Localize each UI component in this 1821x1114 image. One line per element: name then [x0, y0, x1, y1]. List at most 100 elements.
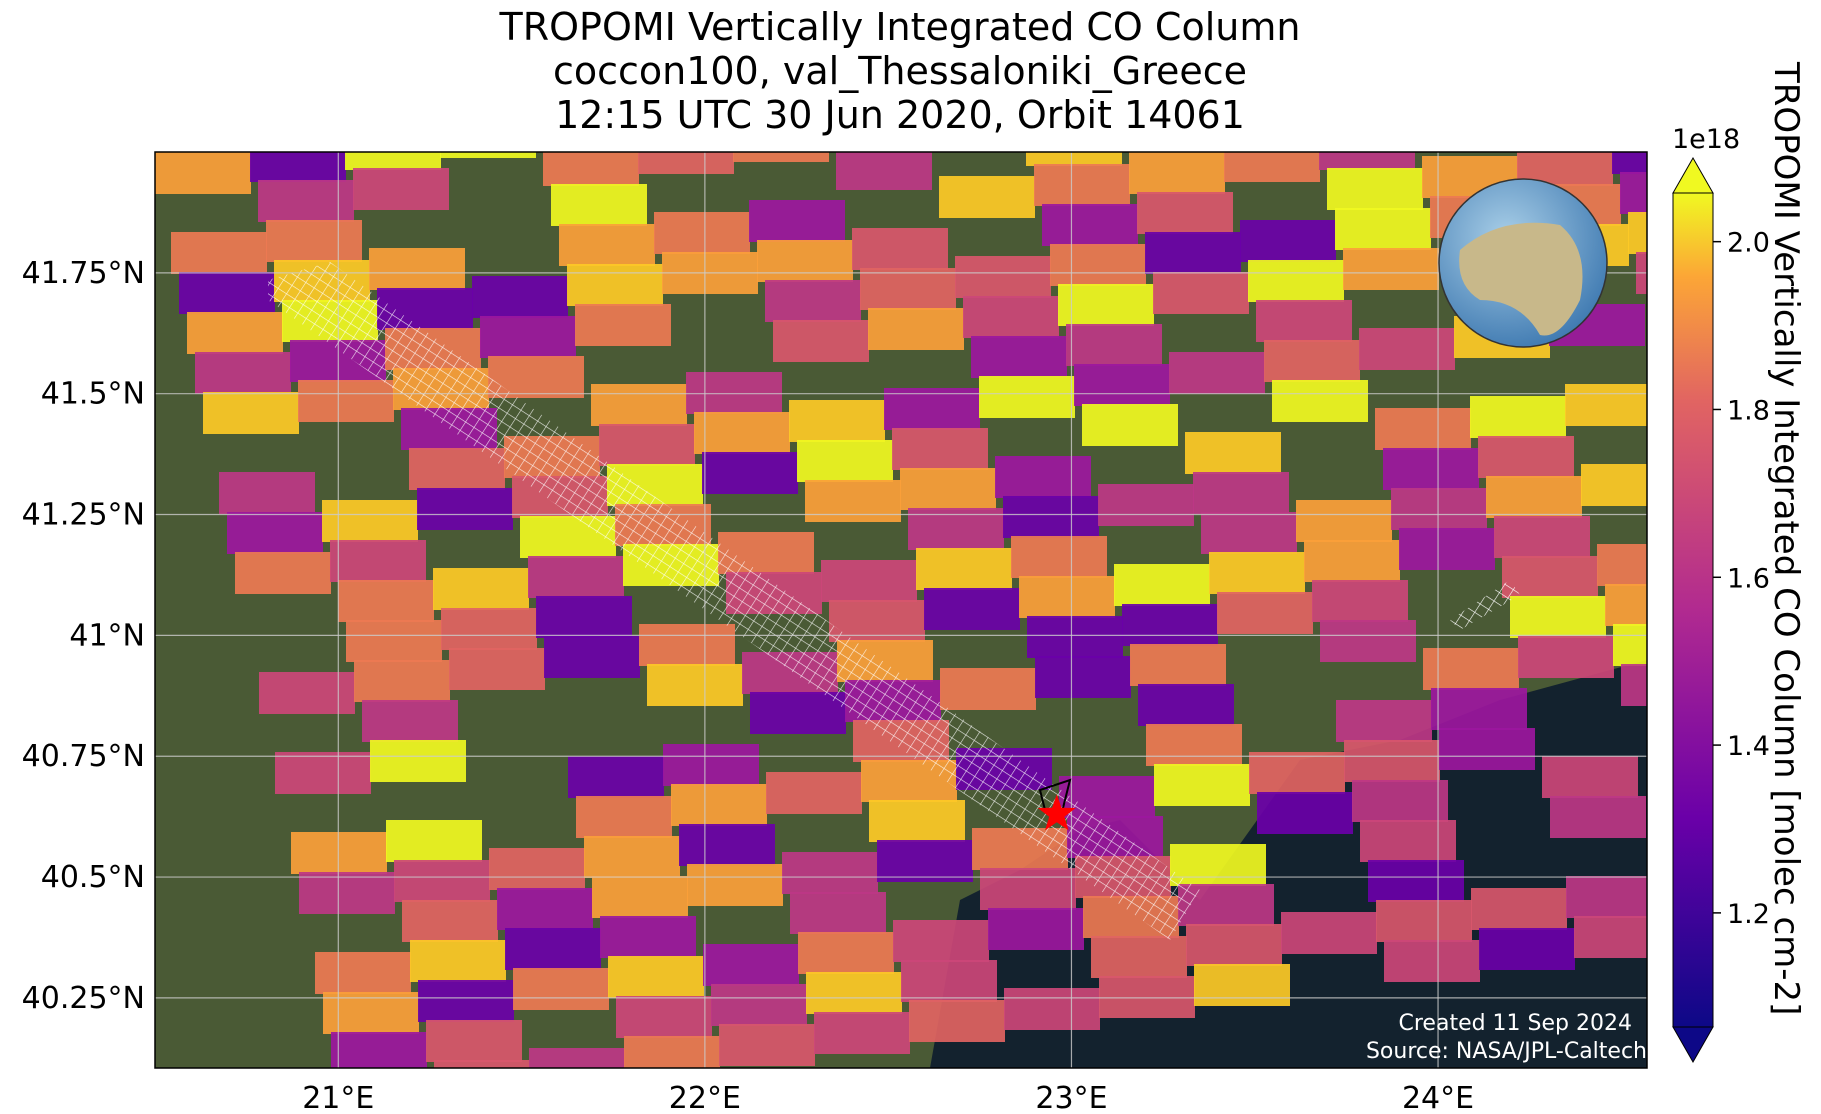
pixel	[1620, 172, 1647, 214]
pixel	[798, 932, 894, 974]
pixel	[694, 412, 790, 454]
pixel	[1335, 208, 1431, 250]
pixel	[1336, 700, 1432, 742]
colorbar-label: TROPOMI Vertically Integrated CO Column …	[1766, 61, 1806, 1015]
pixel	[1431, 688, 1527, 730]
pixel	[1319, 152, 1415, 170]
pixel	[940, 668, 1036, 710]
pixel	[187, 312, 283, 354]
pixel	[702, 452, 798, 494]
pixel	[354, 660, 450, 702]
pixel	[543, 152, 639, 186]
pixel	[711, 984, 807, 1026]
y-tick-label: 41.25°N	[22, 498, 145, 533]
pixel	[916, 548, 1012, 590]
y-tick-label: 41.5°N	[41, 377, 145, 412]
pixel	[901, 960, 997, 1002]
pixel	[1398, 36, 1494, 78]
pixel	[1581, 464, 1647, 506]
pixel	[1360, 820, 1456, 862]
pixel	[1209, 552, 1305, 594]
credit: Source: NASA/JPL-Caltech	[1366, 1039, 1647, 1064]
pixel	[1510, 596, 1606, 638]
pixel	[797, 440, 893, 482]
pixel	[1344, 740, 1440, 782]
pixel	[353, 168, 449, 210]
pixel	[529, 1048, 625, 1068]
pixel	[345, 152, 441, 170]
pixel	[551, 184, 647, 226]
map-area	[155, 36, 1647, 1068]
pixel	[513, 968, 609, 1010]
pixel	[1130, 644, 1226, 686]
pixel	[1129, 152, 1225, 194]
pixel	[323, 992, 419, 1034]
y-tick-label: 40.25°N	[22, 981, 145, 1016]
site-marker	[1037, 794, 1076, 831]
pixel	[860, 268, 956, 310]
pixel	[1170, 844, 1266, 886]
pixel	[576, 796, 672, 838]
pixel	[1518, 636, 1614, 678]
pixel	[1486, 476, 1582, 518]
pixel	[1098, 484, 1194, 526]
pixel	[1311, 88, 1407, 130]
pixel	[1224, 152, 1320, 182]
pixel	[370, 740, 466, 782]
pixel	[266, 220, 362, 262]
pixel	[719, 1024, 815, 1066]
swath	[1450, 580, 1520, 630]
pixel	[868, 308, 964, 350]
pixel	[1074, 364, 1170, 406]
pixel	[480, 316, 576, 358]
pixel	[1042, 204, 1138, 246]
pixel	[1004, 988, 1100, 1030]
pixel	[1471, 888, 1567, 930]
pixel	[749, 200, 845, 242]
pixel	[971, 336, 1067, 378]
title: TROPOMI Vertically Integrated CO Column …	[499, 5, 1301, 137]
pixel	[1343, 248, 1439, 290]
x-tick-label: 22°E	[669, 1081, 741, 1114]
pixel	[1066, 324, 1162, 366]
pixel	[1153, 272, 1249, 314]
pixel	[1193, 472, 1289, 514]
y-tick-label: 41.75°N	[22, 256, 145, 291]
pixel	[909, 1000, 1005, 1042]
colorbar-tick-label: 1.2	[1727, 899, 1770, 930]
pixel	[1542, 756, 1638, 798]
pixel	[1478, 436, 1574, 478]
y-tick-label: 40.5°N	[41, 860, 145, 895]
pixel	[1423, 648, 1519, 690]
credit: Created 11 Sep 2024	[1399, 1011, 1633, 1036]
pixel	[410, 940, 506, 982]
pixel	[592, 876, 688, 918]
pixel-layer	[155, 36, 1647, 1068]
pixel	[1034, 164, 1130, 206]
y-tick-label: 40.75°N	[22, 739, 145, 774]
pixel	[402, 900, 498, 942]
pixel	[315, 952, 411, 994]
pixel	[433, 568, 529, 610]
pixel	[331, 1032, 427, 1068]
pixel	[1439, 728, 1535, 770]
pixel	[733, 152, 829, 162]
pixel	[995, 456, 1091, 498]
pixel	[505, 928, 601, 970]
pixel	[765, 280, 861, 322]
pixel	[1240, 220, 1336, 262]
pixel	[203, 392, 299, 434]
pixel	[369, 248, 465, 290]
colorbar-tick-label: 2.0	[1727, 228, 1770, 259]
pixel	[426, 1020, 522, 1062]
colorbar-tick-label: 1.6	[1727, 563, 1770, 594]
pixel	[1376, 900, 1472, 942]
pixel	[1470, 396, 1566, 438]
pixel	[892, 428, 988, 470]
pixel	[790, 892, 886, 934]
pixel	[884, 388, 980, 430]
pixel	[322, 500, 418, 542]
pixel	[1122, 604, 1218, 646]
pixel	[1550, 796, 1646, 838]
pixel	[671, 784, 767, 826]
